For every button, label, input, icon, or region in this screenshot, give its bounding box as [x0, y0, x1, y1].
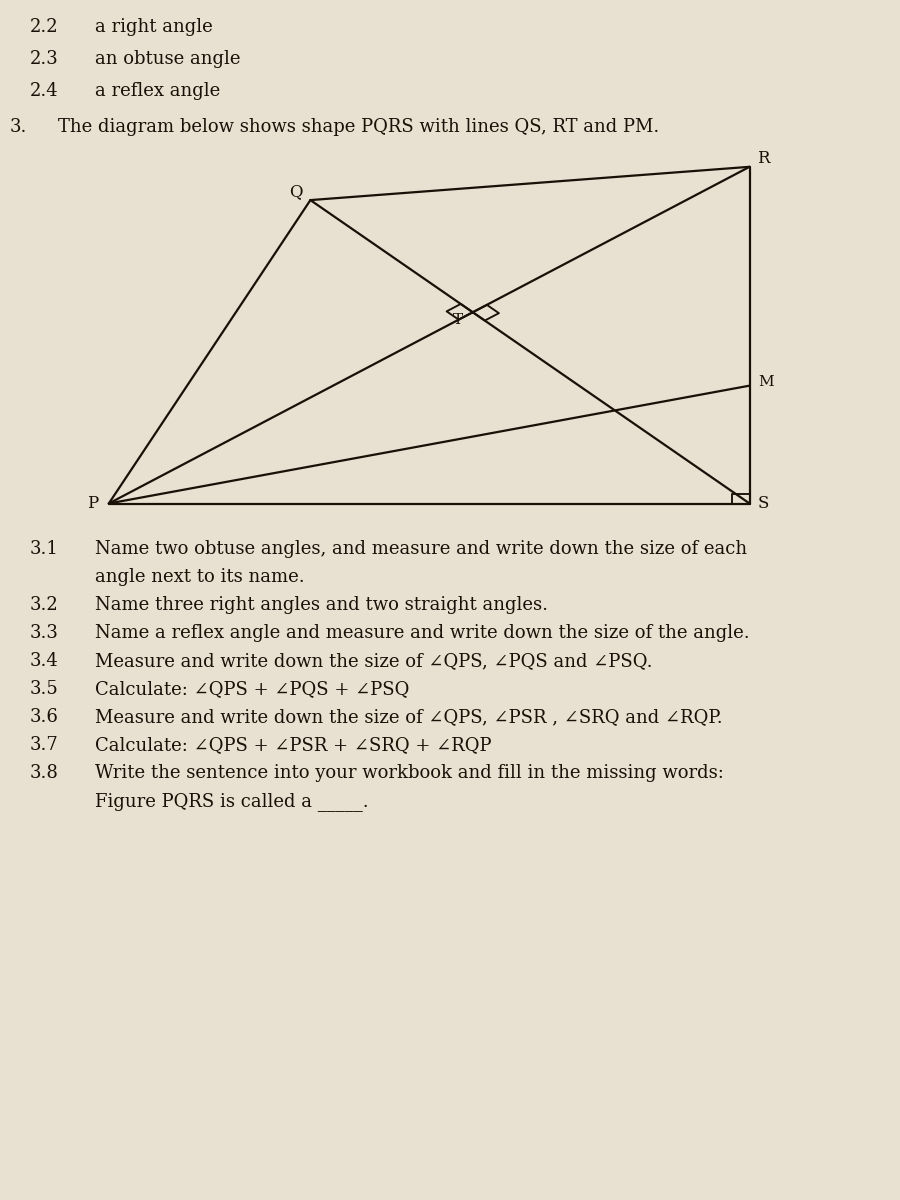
- Text: Name a reflex angle and measure and write down the size of the angle.: Name a reflex angle and measure and writ…: [95, 624, 750, 642]
- Text: 3.8: 3.8: [30, 764, 58, 782]
- Text: 3.3: 3.3: [30, 624, 58, 642]
- Text: an obtuse angle: an obtuse angle: [95, 50, 240, 68]
- Text: Write the sentence into your workbook and fill in the missing words:: Write the sentence into your workbook an…: [95, 764, 724, 782]
- Text: 3.5: 3.5: [30, 680, 58, 698]
- Text: 2.2: 2.2: [30, 18, 58, 36]
- Text: The diagram below shows shape PQRS with lines QS, RT and PM.: The diagram below shows shape PQRS with …: [58, 118, 659, 136]
- Text: Measure and write down the size of ∠QPS, ∠PQS and ∠PSQ.: Measure and write down the size of ∠QPS,…: [95, 652, 652, 670]
- Text: T: T: [453, 313, 463, 328]
- Text: Name three right angles and two straight angles.: Name three right angles and two straight…: [95, 596, 548, 614]
- Text: 3.4: 3.4: [30, 652, 58, 670]
- Text: 3.6: 3.6: [30, 708, 58, 726]
- Text: 3.: 3.: [10, 118, 27, 136]
- Text: Calculate: ∠QPS + ∠PSR + ∠SRQ + ∠RQP: Calculate: ∠QPS + ∠PSR + ∠SRQ + ∠RQP: [95, 736, 491, 754]
- Text: 2.3: 2.3: [30, 50, 58, 68]
- Text: S: S: [758, 494, 770, 512]
- Text: Name two obtuse angles, and measure and write down the size of each: Name two obtuse angles, and measure and …: [95, 540, 747, 558]
- Text: 3.1: 3.1: [30, 540, 58, 558]
- Text: M: M: [758, 374, 773, 389]
- Text: Figure PQRS is called a _____.: Figure PQRS is called a _____.: [95, 792, 369, 811]
- Text: P: P: [87, 494, 98, 512]
- Text: Measure and write down the size of ∠QPS, ∠PSR , ∠SRQ and ∠RQP.: Measure and write down the size of ∠QPS,…: [95, 708, 723, 726]
- Text: 3.7: 3.7: [30, 736, 58, 754]
- Text: R: R: [758, 150, 770, 167]
- Text: Q: Q: [289, 184, 302, 200]
- Text: Calculate: ∠QPS + ∠PQS + ∠PSQ: Calculate: ∠QPS + ∠PQS + ∠PSQ: [95, 680, 410, 698]
- Text: a reflex angle: a reflex angle: [95, 82, 220, 100]
- Text: 3.2: 3.2: [30, 596, 58, 614]
- Text: angle next to its name.: angle next to its name.: [95, 568, 304, 586]
- Text: 2.4: 2.4: [30, 82, 58, 100]
- Text: a right angle: a right angle: [95, 18, 212, 36]
